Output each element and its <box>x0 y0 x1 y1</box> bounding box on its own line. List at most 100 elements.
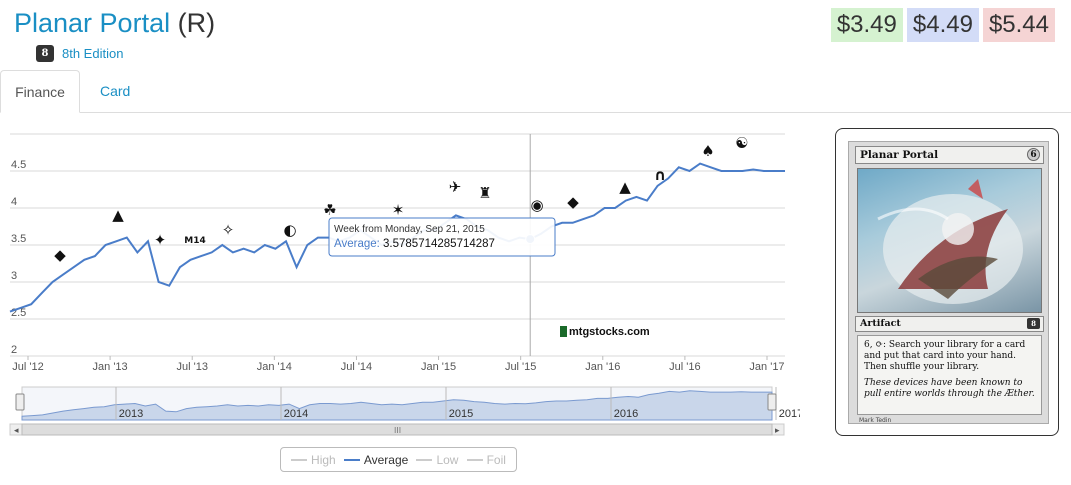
data-point[interactable] <box>179 266 181 268</box>
data-point[interactable] <box>603 207 605 209</box>
scrollbar-thumb[interactable] <box>21 423 773 436</box>
legend-low[interactable]: Low <box>416 453 458 467</box>
data-point[interactable] <box>189 259 191 261</box>
set-release-marker-icon[interactable]: ☘ <box>323 201 336 219</box>
legend-foil[interactable]: Foil <box>466 453 506 467</box>
data-point[interactable] <box>94 255 96 257</box>
set-release-marker-icon[interactable]: ♠ <box>701 142 714 160</box>
tab-finance[interactable]: Finance <box>0 70 80 113</box>
data-point[interactable] <box>741 170 743 172</box>
data-point[interactable] <box>211 251 213 253</box>
data-point[interactable] <box>709 166 711 168</box>
data-point[interactable] <box>136 251 138 253</box>
price-badges: $3.49 $4.49 $5.44 <box>830 8 1055 42</box>
set-release-marker-icon[interactable]: ◉ <box>530 196 543 214</box>
data-point[interactable] <box>200 255 202 257</box>
price-low: $3.49 <box>830 8 903 42</box>
data-point[interactable] <box>773 170 775 172</box>
set-release-marker-icon[interactable]: ♜ <box>478 184 491 202</box>
data-point[interactable] <box>317 236 319 238</box>
data-point[interactable] <box>699 162 701 164</box>
data-point[interactable] <box>752 168 754 170</box>
data-point[interactable] <box>157 281 159 283</box>
set-release-marker-icon[interactable]: ▲ <box>112 206 124 224</box>
x-tick-label: Jul '12 <box>12 361 43 373</box>
data-point[interactable] <box>168 285 170 287</box>
data-point[interactable] <box>83 259 85 261</box>
data-point[interactable] <box>784 170 786 172</box>
set-release-marker-icon[interactable]: ◆ <box>54 246 66 264</box>
navigator-year-label: 2016 <box>614 408 638 420</box>
navigator-right-handle[interactable] <box>767 393 777 411</box>
scroll-left-arrow-icon[interactable]: ◂ <box>14 426 19 436</box>
scroll-right-arrow-icon[interactable]: ▸ <box>775 426 780 436</box>
set-release-marker-icon[interactable]: M14 <box>184 236 205 246</box>
data-point[interactable] <box>264 244 266 246</box>
set-release-marker-icon[interactable]: ▲ <box>619 178 631 196</box>
card-rules-text: 6, ⟳: Search your library for a card and… <box>864 340 1026 372</box>
data-point[interactable] <box>115 240 117 242</box>
card-set-symbol: 8 <box>1027 318 1040 329</box>
y-tick-label: 3.5 <box>11 233 26 245</box>
data-point[interactable] <box>51 281 53 283</box>
set-release-marker-icon[interactable]: ✧ <box>222 221 235 239</box>
data-point[interactable] <box>763 170 765 172</box>
x-tick-label: Jan '13 <box>93 361 128 373</box>
set-release-marker-icon[interactable]: ✦ <box>154 231 167 249</box>
data-point[interactable] <box>582 218 584 220</box>
data-point[interactable] <box>635 196 637 198</box>
navigator-left-handle[interactable] <box>15 393 25 411</box>
data-point[interactable] <box>104 244 106 246</box>
set-release-marker-icon[interactable]: ☯ <box>735 134 748 152</box>
set-release-marker-icon[interactable]: ◆ <box>567 193 579 211</box>
data-point[interactable] <box>720 170 722 172</box>
data-point[interactable] <box>646 199 648 201</box>
tab-card[interactable]: Card <box>100 83 131 99</box>
card-image-name: Planar Portal <box>860 149 939 161</box>
watermark: mtgstocks.com <box>569 326 650 338</box>
x-tick-label: Jan '14 <box>257 361 292 373</box>
card-artist: Mark Tedin <box>859 417 892 424</box>
data-point[interactable] <box>126 236 128 238</box>
set-release-marker-icon[interactable]: ◐ <box>283 221 296 239</box>
data-point[interactable] <box>19 307 21 309</box>
data-point[interactable] <box>285 240 287 242</box>
data-point[interactable] <box>731 170 733 172</box>
data-point[interactable] <box>561 222 563 224</box>
data-point[interactable] <box>274 248 276 250</box>
data-point[interactable] <box>571 222 573 224</box>
data-point[interactable] <box>455 214 457 216</box>
legend-average[interactable]: Average <box>343 453 408 467</box>
data-point[interactable] <box>656 185 658 187</box>
card-title-bar: Planar Portal 6 <box>855 146 1044 164</box>
set-line: 8 8th Edition <box>36 45 123 62</box>
data-point[interactable] <box>232 251 234 253</box>
data-point[interactable] <box>295 266 297 268</box>
data-point[interactable] <box>62 273 64 275</box>
data-point[interactable] <box>688 170 690 172</box>
data-point[interactable] <box>306 244 308 246</box>
data-point[interactable] <box>614 207 616 209</box>
data-point[interactable] <box>9 310 11 312</box>
tooltip-header: Week from Monday, Sep 21, 2015 <box>334 224 485 235</box>
data-point[interactable] <box>253 251 255 253</box>
set-link[interactable]: 8th Edition <box>62 46 124 61</box>
card-image: Planar Portal 6 Artifact 8 6, ⟳: Search … <box>848 141 1049 424</box>
data-point[interactable] <box>678 166 680 168</box>
data-point[interactable] <box>593 214 595 216</box>
set-release-marker-icon[interactable]: ✶ <box>392 201 405 219</box>
data-point[interactable] <box>221 244 223 246</box>
set-release-marker-icon[interactable]: ✈ <box>449 178 462 196</box>
data-point[interactable] <box>147 240 149 242</box>
data-point[interactable] <box>667 177 669 179</box>
data-point[interactable] <box>242 248 244 250</box>
legend-high[interactable]: High <box>291 453 336 467</box>
data-point[interactable] <box>625 199 627 201</box>
set-release-marker-icon[interactable]: ∩ <box>654 166 666 184</box>
data-point[interactable] <box>30 303 32 305</box>
chart-legend: High Average Low Foil <box>280 447 517 472</box>
data-point[interactable] <box>41 292 43 294</box>
card-name-link[interactable]: Planar Portal <box>14 8 171 38</box>
data-point[interactable] <box>72 266 74 268</box>
